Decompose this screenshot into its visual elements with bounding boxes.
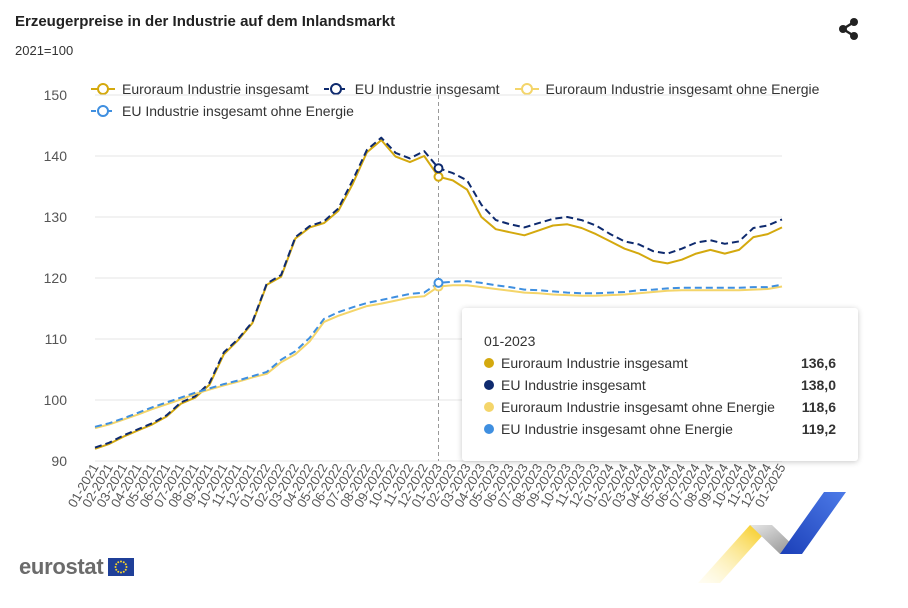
tooltip-row: Euroraum Industrie insgesamt 136,6: [484, 353, 836, 373]
legend-label: EU Industrie insgesamt ohne Energie: [122, 103, 354, 119]
tooltip-row: EU Industrie insgesamt ohne Energie 119,…: [484, 419, 836, 439]
highlight-markers: [433, 163, 444, 292]
tooltip-date: 01-2023: [484, 333, 536, 349]
legend-marker-icon: [91, 105, 115, 117]
y-axis: 90 100 110 120 130 140 150: [44, 87, 68, 469]
y-tick-label: 90: [51, 453, 67, 469]
y-tick-label: 130: [44, 209, 68, 225]
legend-label: Euroraum Industrie insgesamt: [122, 81, 309, 97]
tooltip-row-value: 119,2: [801, 421, 836, 437]
page-title: Erzeugerpreise in der Industrie auf dem …: [15, 13, 396, 30]
chart-subtitle: 2021=100: [15, 43, 74, 58]
y-tick-label: 140: [44, 148, 68, 164]
share-icon: [839, 18, 858, 40]
tooltip-row: EU Industrie insgesamt 138,0: [484, 375, 836, 395]
series-dot-icon: [484, 402, 494, 412]
tooltip-row-name: Euroraum Industrie insgesamt: [501, 355, 688, 371]
legend-item-euroraum-ohne-energie[interactable]: Euroraum Industrie insgesamt ohne Energi…: [514, 78, 820, 100]
tooltip-row-name: Euroraum Industrie insgesamt ohne Energi…: [501, 399, 775, 415]
highlight-point-0[interactable]: [433, 171, 444, 182]
tooltip-row: Euroraum Industrie insgesamt ohne Energi…: [484, 397, 836, 417]
legend-item-eu-ohne-energie[interactable]: EU Industrie insgesamt ohne Energie: [90, 100, 354, 122]
y-tick-label: 150: [44, 87, 68, 103]
legend-item-euroraum-industrie[interactable]: Euroraum Industrie insgesamt: [90, 78, 309, 100]
series-dot-icon: [484, 358, 494, 368]
series-dot-icon: [484, 380, 494, 390]
legend-item-eu-industrie[interactable]: EU Industrie insgesamt: [323, 78, 500, 100]
tooltip-row-name: EU Industrie insgesamt ohne Energie: [501, 421, 733, 437]
legend-marker-icon: [91, 83, 115, 95]
tooltip-row-value: 118,6: [801, 399, 836, 415]
x-axis: 01-202102-202103-202104-202105-202106-20…: [65, 461, 789, 510]
legend-marker-icon: [323, 83, 348, 95]
legend-marker-icon: [514, 83, 539, 95]
tooltip-row-value: 138,0: [800, 377, 836, 393]
highlight-point-1[interactable]: [433, 163, 444, 174]
highlight-point-3[interactable]: [433, 277, 444, 288]
y-tick-label: 120: [44, 270, 68, 286]
series-dot-icon: [484, 424, 494, 434]
eurostat-logo: eurostat: [19, 554, 135, 580]
tooltip-row-name: EU Industrie insgesamt: [501, 377, 646, 393]
tooltip-row-value: 136,6: [800, 355, 836, 371]
eu-flag-icon: [108, 558, 135, 576]
y-tick-label: 100: [44, 392, 68, 408]
logo-text: eurostat: [19, 554, 104, 579]
legend-label: Euroraum Industrie insgesamt ohne Energi…: [545, 81, 820, 97]
share-button[interactable]: [836, 16, 862, 42]
chart-legend: Euroraum Industrie insgesamt EU Industri…: [90, 78, 880, 122]
decorative-ribbon: [698, 492, 846, 583]
tooltip: 01-2023 Euroraum Industrie insgesamt 136…: [462, 308, 858, 461]
y-tick-label: 110: [45, 331, 68, 347]
legend-label: EU Industrie insgesamt: [354, 81, 500, 97]
